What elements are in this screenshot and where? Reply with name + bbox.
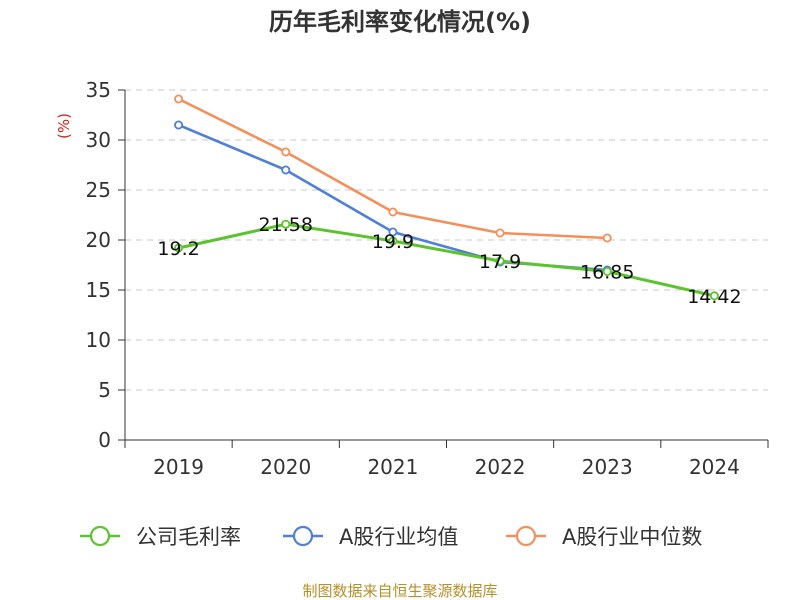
data-point xyxy=(281,219,291,229)
data-labels: 19.2 21.58 19.9 17.9 16.85 14.42 xyxy=(157,214,741,308)
y-tick-label: 0 xyxy=(98,428,111,452)
data-point xyxy=(388,236,398,246)
data-point xyxy=(388,227,398,237)
x-tick-label: 2023 xyxy=(582,455,633,479)
x-tick-labels: 2019 2020 2021 2022 2023 2024 xyxy=(153,455,740,479)
legend-label: A股行业均值 xyxy=(339,525,458,549)
y-tick-label: 25 xyxy=(86,178,111,202)
data-point xyxy=(495,228,505,238)
y-tick-labels: 0 5 10 15 20 25 30 35 xyxy=(86,78,111,452)
y-axis-label: (%) xyxy=(55,113,73,139)
data-point xyxy=(709,291,719,301)
data-point xyxy=(602,233,612,243)
legend-marker xyxy=(89,525,111,547)
data-label: 19.9 xyxy=(372,231,414,253)
data-point xyxy=(281,165,291,175)
legend-label: 公司毛利率 xyxy=(136,525,241,549)
y-tick-label: 10 xyxy=(86,328,111,352)
gridlines xyxy=(125,89,768,391)
x-tick-label: 2019 xyxy=(153,455,204,479)
data-label: 14.42 xyxy=(687,286,741,308)
y-tick-label: 35 xyxy=(86,78,111,102)
chart-title: 历年毛利率变化情况(%) xyxy=(269,8,531,36)
data-label: 21.58 xyxy=(259,214,313,236)
data-point xyxy=(602,266,612,276)
data-point xyxy=(495,256,505,266)
series-line-2 xyxy=(178,97,608,240)
y-tick-label: 15 xyxy=(86,278,111,302)
x-tick-label: 2024 xyxy=(689,455,740,479)
series-lines xyxy=(174,94,719,301)
y-tick-label: 20 xyxy=(86,228,111,252)
x-tick-label: 2020 xyxy=(260,455,311,479)
source-note: 制图数据来自恒生聚源数据库 xyxy=(302,582,497,600)
data-label: 16.85 xyxy=(580,262,634,284)
data-label: 17.9 xyxy=(479,251,521,273)
legend-label: A股行业中位数 xyxy=(562,525,702,549)
axes xyxy=(118,89,769,448)
data-point xyxy=(174,120,184,130)
x-tick-label: 2022 xyxy=(475,455,526,479)
y-tick-label: 5 xyxy=(98,378,111,402)
y-tick-label: 30 xyxy=(86,128,111,152)
data-point xyxy=(174,243,184,253)
legend-marker xyxy=(292,525,314,547)
x-tick-label: 2021 xyxy=(367,455,418,479)
legend-marker xyxy=(515,525,537,547)
data-point xyxy=(281,147,291,157)
legend: 公司毛利率 A股行业均值 A股行业中位数 xyxy=(80,525,702,549)
data-label: 19.2 xyxy=(157,238,199,260)
series-line-0 xyxy=(178,222,715,298)
data-point xyxy=(174,94,184,104)
data-point xyxy=(388,207,398,217)
